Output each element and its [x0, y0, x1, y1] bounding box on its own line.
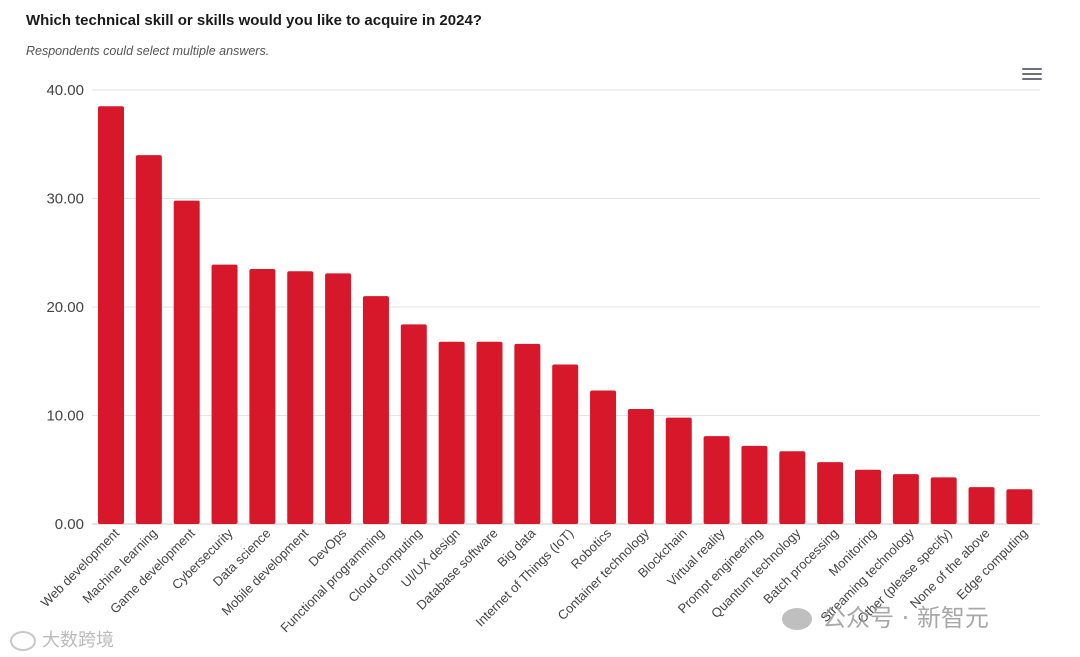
bar[interactable] — [779, 451, 806, 524]
y-axis-tick-labels: 0.00 10.00 20.00 30.00 40.00 — [46, 82, 84, 533]
bar[interactable] — [249, 269, 276, 524]
bars — [98, 106, 1033, 525]
watermark-logo-icon — [10, 631, 36, 651]
bar[interactable] — [400, 324, 427, 524]
watermark-left: 大数跨境 — [10, 626, 114, 652]
x-tick-label: Edge computing — [953, 526, 1030, 603]
watermark-left-text: 大数跨境 — [42, 630, 114, 651]
bar[interactable] — [211, 264, 238, 524]
bar[interactable] — [1006, 489, 1033, 524]
y-tick-label: 0.00 — [55, 516, 84, 533]
bar[interactable] — [665, 417, 692, 524]
chart-subtitle: Respondents could select multiple answer… — [26, 44, 270, 58]
bar[interactable] — [514, 343, 541, 524]
bar[interactable] — [627, 408, 654, 524]
bar[interactable] — [135, 155, 162, 524]
bar[interactable] — [930, 477, 957, 524]
bar[interactable] — [855, 469, 881, 524]
y-tick-label: 20.00 — [46, 299, 84, 316]
bar[interactable] — [98, 106, 124, 525]
y-tick-label: 30.00 — [46, 191, 84, 208]
watermark-right: 公众号 · 新智元 — [782, 598, 989, 633]
bar[interactable] — [892, 474, 919, 524]
bar[interactable] — [362, 296, 389, 524]
bar[interactable] — [438, 341, 465, 524]
bar[interactable] — [476, 341, 503, 524]
bar[interactable] — [703, 436, 730, 524]
chart-title: Which technical skill or skills would yo… — [26, 12, 482, 29]
hamburger-menu-icon[interactable] — [1022, 66, 1042, 82]
bar[interactable] — [173, 200, 200, 525]
bar[interactable] — [590, 390, 617, 524]
y-tick-label: 40.00 — [46, 82, 84, 99]
bar[interactable] — [817, 462, 844, 524]
bar[interactable] — [287, 271, 314, 524]
bar[interactable] — [325, 273, 352, 524]
watermark-right-text: 公众号 · 新智元 — [822, 604, 989, 632]
bar[interactable] — [741, 445, 768, 524]
bar[interactable] — [968, 487, 995, 524]
y-tick-label: 10.00 — [46, 408, 84, 425]
wechat-icon — [782, 608, 812, 630]
bar[interactable] — [552, 364, 579, 524]
